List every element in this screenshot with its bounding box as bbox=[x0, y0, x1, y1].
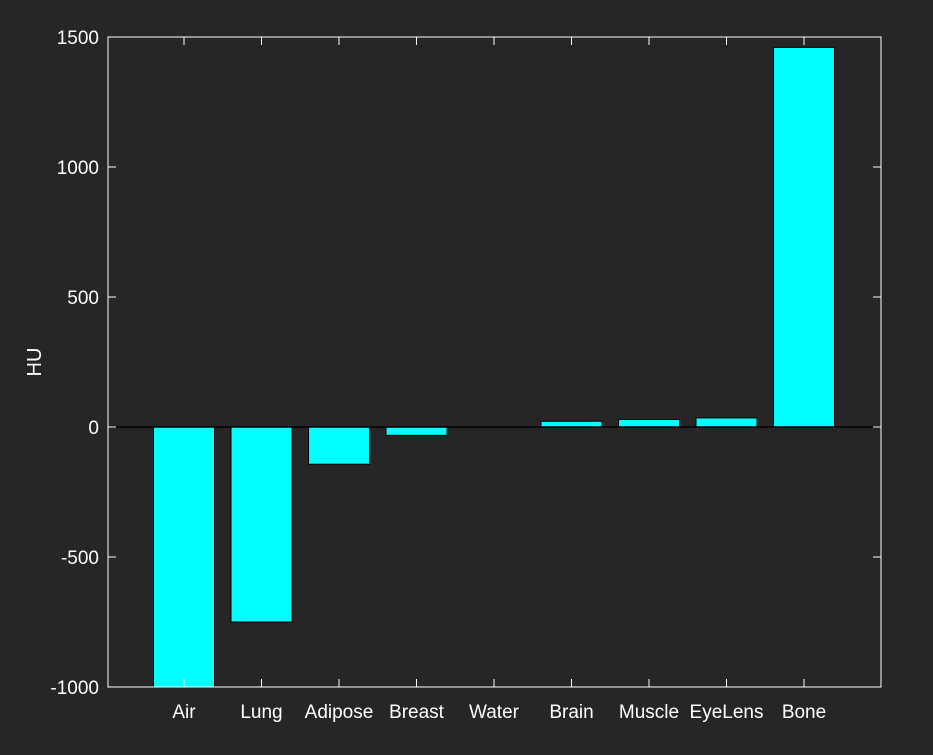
y-tick-label: 1500 bbox=[57, 28, 99, 49]
x-tick-label-muscle: Muscle bbox=[619, 702, 679, 723]
y-tick-label: 1000 bbox=[57, 158, 99, 179]
x-tick-label-bone: Bone bbox=[782, 702, 826, 723]
y-tick-label: -500 bbox=[61, 548, 99, 569]
bar-brain bbox=[540, 420, 603, 428]
x-tick-label-lung: Lung bbox=[240, 702, 282, 723]
bar-lung bbox=[230, 426, 293, 623]
x-tick-label-adipose: Adipose bbox=[305, 702, 374, 723]
y-tick-label: -1000 bbox=[50, 678, 99, 699]
x-tick-label-eyelens: EyeLens bbox=[690, 702, 764, 723]
bars-layer bbox=[153, 46, 835, 688]
y-axis-label: HU bbox=[24, 348, 46, 377]
y-tick-label: 500 bbox=[67, 288, 99, 309]
x-tick-label-breast: Breast bbox=[389, 702, 445, 723]
x-tick-label-brain: Brain bbox=[549, 702, 593, 723]
x-tick-label-water: Water bbox=[469, 702, 520, 723]
x-tick-label-air: Air bbox=[172, 702, 196, 723]
y-tick-label: 0 bbox=[88, 418, 99, 439]
bar-eyelens bbox=[695, 417, 758, 428]
bar-adipose bbox=[308, 426, 370, 465]
bar-breast bbox=[385, 426, 448, 436]
bar-muscle bbox=[618, 418, 680, 428]
x-axis-ticks: Air Lung Adipose Breast Water Brain Muscle EyeL… bbox=[172, 37, 826, 723]
bar-bone bbox=[773, 46, 835, 428]
bar-air bbox=[153, 426, 215, 688]
y-axis-ticks: -1000 -500 0 500 1000 1500 bbox=[50, 28, 881, 699]
